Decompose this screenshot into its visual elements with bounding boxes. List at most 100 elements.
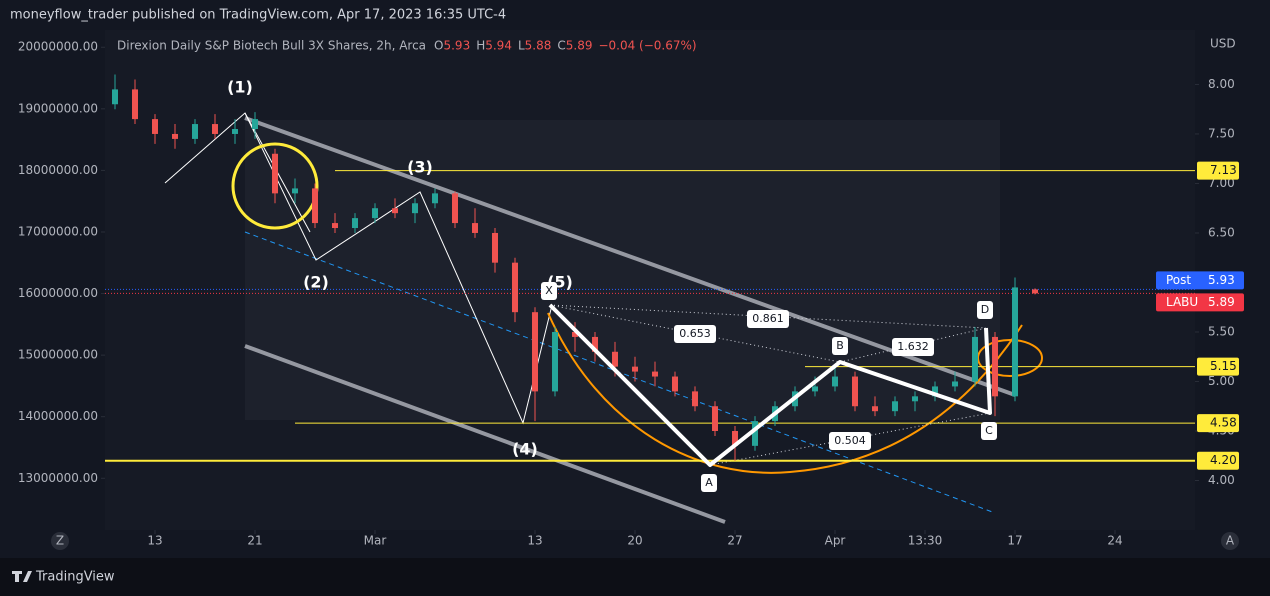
candle-body bbox=[172, 133, 178, 139]
candle-body bbox=[412, 203, 418, 214]
highlight-circle bbox=[231, 142, 319, 230]
candle-body bbox=[572, 331, 578, 337]
candle-body bbox=[292, 188, 298, 194]
ratio-label: 0.861 bbox=[752, 312, 784, 325]
candle-body bbox=[812, 386, 818, 392]
point-box bbox=[832, 337, 848, 355]
legend-key: H bbox=[476, 39, 485, 53]
ratio-line bbox=[549, 304, 987, 329]
point-box bbox=[541, 282, 557, 300]
price-tag-value: 5.89 bbox=[1208, 295, 1235, 309]
wave-label: (4) bbox=[512, 440, 538, 459]
y2-tick-label: 19000000.00 bbox=[18, 101, 98, 115]
x-tick-label: 27 bbox=[727, 534, 742, 548]
ratio-box bbox=[674, 325, 716, 343]
channel-lower bbox=[244, 344, 726, 524]
candle-body bbox=[732, 430, 738, 446]
point-label: A bbox=[705, 476, 713, 489]
legend-value: 5.89 bbox=[566, 39, 593, 53]
candle-body bbox=[832, 376, 838, 387]
candle-body bbox=[992, 336, 998, 397]
candle-body bbox=[952, 381, 958, 387]
candle-body bbox=[272, 153, 278, 194]
legend-change: −0.04 (−0.67%) bbox=[598, 39, 696, 53]
legend-key: O bbox=[434, 39, 443, 53]
legend-key: C bbox=[557, 39, 565, 53]
y-tick-label: 5.00 bbox=[1208, 374, 1235, 388]
channel-upper bbox=[244, 116, 1016, 397]
publisher: moneyflow_trader published on TradingVie… bbox=[10, 8, 506, 23]
wave-label: (3) bbox=[407, 158, 433, 177]
candle-body bbox=[212, 124, 218, 134]
candle-body bbox=[132, 89, 138, 120]
y2-tick-label: 16000000.00 bbox=[18, 286, 98, 300]
ratio-box bbox=[829, 432, 871, 450]
y-tick-label: 6.50 bbox=[1208, 225, 1235, 239]
level-tag-label: 5.15 bbox=[1210, 359, 1237, 373]
ratio-label: 0.653 bbox=[679, 327, 711, 340]
candle-body bbox=[672, 376, 678, 392]
x-tick-label: 13 bbox=[147, 534, 162, 548]
level-tag-label: 4.58 bbox=[1210, 416, 1237, 430]
price-tag-value: 5.93 bbox=[1208, 273, 1235, 287]
ratio-box bbox=[747, 310, 789, 328]
price-tag-name: Post bbox=[1166, 273, 1191, 287]
candle-body bbox=[312, 188, 318, 224]
candle-body bbox=[592, 336, 598, 352]
level-tag bbox=[1197, 414, 1239, 433]
logo bbox=[12, 571, 32, 582]
point-box bbox=[981, 422, 997, 440]
y-tick-label: 8.00 bbox=[1208, 77, 1235, 91]
y-tick-label: 5.50 bbox=[1208, 324, 1235, 338]
point-label: D bbox=[981, 303, 989, 316]
price-tag bbox=[1156, 293, 1244, 312]
ratio-box bbox=[892, 338, 934, 356]
candle-body bbox=[1012, 287, 1018, 397]
candle-body bbox=[252, 119, 258, 130]
candle-body bbox=[532, 312, 538, 392]
level-tag-label: 7.13 bbox=[1210, 163, 1237, 177]
x-tick-label: 24 bbox=[1107, 534, 1122, 548]
xabcd-line bbox=[548, 303, 992, 467]
candle-body bbox=[192, 124, 198, 139]
y-tick-label: 4.00 bbox=[1208, 473, 1235, 487]
candle-body bbox=[492, 232, 498, 263]
auto-button[interactable] bbox=[1221, 532, 1239, 550]
footer bbox=[0, 558, 1270, 596]
drawings bbox=[164, 112, 1043, 524]
candle-body bbox=[452, 193, 458, 224]
candle-body bbox=[112, 89, 118, 105]
level-tag bbox=[1197, 161, 1239, 180]
wave-line bbox=[164, 112, 553, 425]
y2-tick-label: 18000000.00 bbox=[18, 163, 98, 177]
candle-body bbox=[332, 223, 338, 229]
wave-label: (1) bbox=[227, 78, 253, 97]
ratio-label: 1.632 bbox=[897, 340, 929, 353]
brand: TradingView bbox=[35, 570, 115, 585]
candle-body bbox=[372, 208, 378, 219]
symbol-title: Direxion Daily S&P Biotech Bull 3X Share… bbox=[117, 39, 426, 53]
level-tag-label: 4.20 bbox=[1210, 453, 1237, 467]
point-label: X bbox=[545, 284, 553, 297]
point-label: C bbox=[985, 424, 993, 437]
x-tick-label: Mar bbox=[364, 534, 387, 548]
legend-value: 5.88 bbox=[525, 39, 552, 53]
candle-body bbox=[972, 336, 978, 382]
x-tick-label: 13:30 bbox=[908, 534, 943, 548]
candle-body bbox=[752, 421, 758, 446]
y2-tick-label: 13000000.00 bbox=[18, 471, 98, 485]
candle-body bbox=[1032, 289, 1038, 294]
wave-label: (2) bbox=[303, 273, 329, 292]
x-tick-label: 13 bbox=[527, 534, 542, 548]
zoom-button[interactable] bbox=[51, 532, 69, 550]
range-box bbox=[245, 120, 1000, 420]
candle-body bbox=[352, 218, 358, 229]
candle-body bbox=[232, 129, 238, 134]
candle-body bbox=[872, 406, 878, 412]
y2-tick-label: 17000000.00 bbox=[18, 224, 98, 238]
candle-body bbox=[632, 366, 638, 372]
candle-body bbox=[152, 119, 158, 134]
level-tag bbox=[1197, 451, 1239, 470]
legend-value: 5.94 bbox=[485, 39, 512, 53]
